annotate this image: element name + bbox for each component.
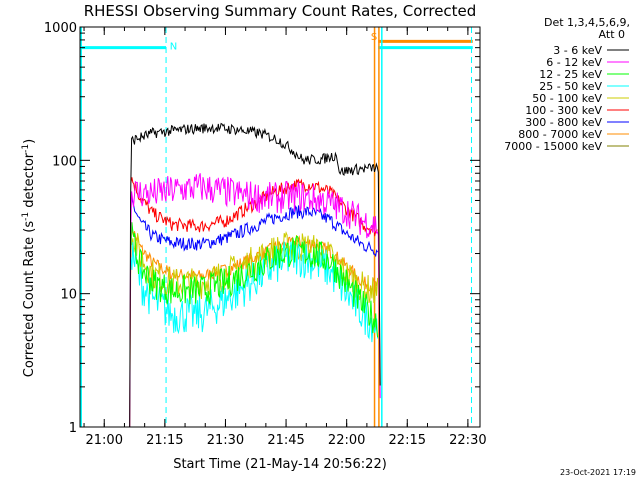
legend-label-7: 800 - 7000 keV	[518, 128, 602, 141]
legend-label-6: 300 - 800 keV	[525, 116, 602, 129]
plot-area: N S 21:00 21:15 21:30 21:45 22:00 22:15 22:30 1 10…	[44, 21, 487, 448]
legend-label-0: 3 - 6 keV	[553, 44, 602, 57]
x-tick-label-5: 22:15	[389, 433, 426, 448]
y-tick-label-1: 10	[60, 288, 77, 303]
series-line-1	[129, 173, 381, 428]
y-tick-label-3: 1000	[44, 21, 77, 36]
legend-label-2: 12 - 25 keV	[539, 68, 602, 81]
y-axis-label-part1: Corrected Count Rate (s	[22, 221, 37, 378]
x-tick-label-3: 21:45	[267, 433, 304, 448]
y-axis-label-sup2: -1	[21, 144, 31, 153]
flag-label-0: N	[170, 41, 177, 52]
x-axis-label: Start Time (21-May-14 20:56:22)	[173, 457, 387, 472]
x-tick-label-6: 22:30	[449, 433, 486, 448]
y-axis-label: Corrected Count Rate (s-1 detector-1)	[21, 139, 37, 377]
flag-label-1: S	[371, 32, 377, 43]
legend-label-8: 7000 - 15000 keV	[504, 140, 602, 153]
series-line-0	[129, 122, 381, 428]
footer-date: 23-Oct-2021 17:19	[560, 468, 636, 477]
x-tick-label-1: 21:15	[146, 433, 183, 448]
legend-header-line1: Det 1,3,4,5,6,9,	[544, 16, 630, 29]
x-tick-label-0: 21:00	[86, 433, 123, 448]
y-axis-label-part2: detector	[22, 152, 37, 212]
chart-title: RHESSI Observing Summary Count Rates, Co…	[84, 2, 477, 20]
y-tick-label-2: 100	[52, 154, 77, 169]
series-line-3	[130, 240, 379, 343]
series-line-6	[130, 194, 379, 258]
series-line-2	[130, 222, 379, 338]
legend-label-1: 6 - 12 keV	[546, 56, 602, 69]
y-tick-label-0: 1	[69, 421, 77, 436]
x-tick-label-2: 21:30	[207, 433, 244, 448]
legend-header-line2: Att 0	[599, 28, 625, 41]
y-axis-label-part3: )	[22, 139, 37, 144]
plot-frame	[79, 26, 481, 428]
y-axis-label-sup1: -1	[21, 212, 31, 221]
legend-label-4: 50 - 100 keV	[532, 92, 602, 105]
x-tick-label-4: 22:00	[328, 433, 365, 448]
legend-label-5: 100 - 300 keV	[525, 104, 602, 117]
legend-label-3: 25 - 50 keV	[539, 80, 602, 93]
series-line-7	[129, 222, 378, 428]
